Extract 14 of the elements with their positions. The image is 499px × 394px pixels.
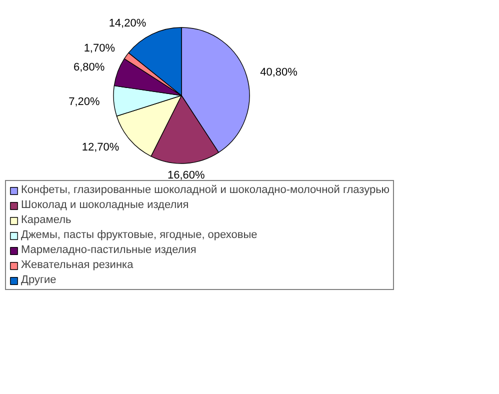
data-label: 1,70% [84, 42, 116, 55]
legend-label: Шоколад и шоколадные изделия [21, 199, 189, 211]
legend-label: Конфеты, глазированные шоколадной и шоколадно-молочной глазурью [21, 184, 390, 196]
legend-label: Жевательная резинка [21, 259, 134, 271]
data-label: 14,20% [108, 17, 146, 30]
data-label: 7,20% [68, 96, 100, 108]
legend-label: Мармеладно-пастильные изделия [21, 244, 196, 256]
legend-label: Джемы, пасты фруктовые, ягодные, ореховые [21, 229, 258, 241]
data-label: 12,70% [82, 141, 120, 154]
data-label: 16,60% [167, 169, 206, 182]
data-label: 40,80% [260, 66, 298, 79]
legend-label: Карамель [21, 214, 72, 226]
legend-label: Другие [21, 274, 56, 286]
data-label: 6,80% [74, 61, 105, 74]
